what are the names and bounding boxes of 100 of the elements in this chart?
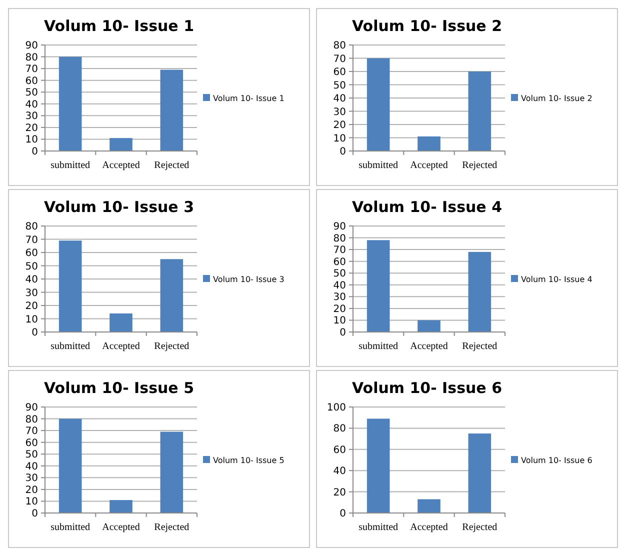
legend-label: Volum 10- Issue 5 [213, 456, 284, 465]
y-tick-label: 20 [25, 484, 38, 496]
y-tick-label: 0 [32, 146, 38, 158]
y-tick-label: 0 [32, 328, 38, 338]
x-tick-label: Accepted [102, 160, 140, 171]
y-tick-label: 10 [333, 133, 346, 144]
bar [160, 70, 184, 151]
y-tick-label: 20 [333, 487, 346, 498]
y-tick-label: 0 [340, 508, 346, 520]
bar [468, 72, 492, 151]
bar [58, 56, 82, 151]
y-tick-label: 0 [340, 328, 346, 338]
x-tick-label: Rejected [154, 160, 190, 171]
chart-title: Volum 10- Issue 2 [352, 17, 502, 35]
y-tick-label: 80 [25, 222, 38, 232]
y-tick-label: 40 [25, 274, 38, 286]
y-tick-label: 80 [333, 40, 346, 52]
y-tick-label: 30 [25, 288, 38, 299]
y-tick-label: 70 [25, 234, 38, 246]
bar [366, 240, 390, 332]
y-tick-label: 60 [333, 444, 346, 456]
y-tick-label: 80 [333, 233, 346, 244]
y-tick-label: 40 [333, 280, 346, 292]
y-tick-label: 10 [25, 134, 38, 146]
y-tick-label: 10 [25, 314, 38, 326]
y-tick-label: 80 [333, 424, 346, 435]
y-tick-label: 80 [25, 52, 38, 64]
x-tick-label: Accepted [410, 522, 448, 533]
y-tick-label: 20 [25, 301, 38, 312]
x-tick-label: Rejected [462, 522, 498, 533]
y-tick-label: 20 [333, 120, 346, 131]
bar [58, 418, 82, 513]
y-tick-label: 50 [25, 261, 38, 272]
x-tick-label: Accepted [410, 160, 448, 171]
y-tick-label: 70 [333, 54, 346, 65]
chart-title: Volum 10- Issue 4 [352, 198, 502, 216]
y-tick-label: 30 [25, 473, 38, 484]
y-tick-label: 20 [333, 304, 346, 315]
y-tick-label: 90 [25, 40, 38, 52]
y-tick-label: 0 [340, 146, 346, 158]
bar [110, 138, 132, 151]
bar [110, 313, 132, 332]
bar [418, 136, 440, 151]
chart-title: Volum 10- Issue 5 [44, 379, 194, 397]
y-tick-label: 10 [25, 496, 38, 508]
x-tick-label: Rejected [154, 341, 190, 352]
x-tick-label: submitted [50, 160, 90, 171]
y-tick-label: 60 [25, 248, 38, 259]
x-tick-label: Rejected [462, 160, 498, 171]
x-tick-label: submitted [358, 522, 398, 533]
x-tick-label: Accepted [102, 341, 140, 352]
y-tick-label: 80 [25, 414, 38, 426]
y-tick-label: 70 [25, 426, 38, 438]
y-tick-label: 50 [333, 268, 346, 280]
y-tick-label: 60 [25, 76, 38, 87]
x-tick-label: Accepted [410, 341, 448, 352]
y-tick-label: 60 [25, 438, 38, 449]
y-tick-label: 40 [25, 461, 38, 472]
x-tick-label: Accepted [102, 522, 140, 533]
y-tick-label: 100 [326, 402, 346, 414]
y-tick-label: 20 [25, 122, 38, 134]
x-tick-label: Rejected [154, 522, 190, 533]
chart-title: Volum 10- Issue 6 [352, 379, 502, 397]
y-tick-label: 70 [25, 64, 38, 76]
bar [366, 418, 390, 513]
legend-label: Volum 10- Issue 3 [213, 274, 284, 284]
y-tick-label: 40 [333, 94, 346, 104]
y-tick-label: 90 [25, 402, 38, 414]
bar [160, 432, 184, 513]
y-tick-label: 40 [333, 466, 346, 478]
y-tick-label: 60 [333, 67, 346, 78]
y-tick-label: 40 [25, 99, 38, 110]
legend-label: Volum 10- Issue 4 [521, 274, 592, 284]
bar [418, 320, 440, 332]
y-tick-label: 10 [333, 316, 346, 327]
legend-label: Volum 10- Issue 6 [521, 456, 592, 465]
y-tick-label: 50 [25, 88, 38, 99]
bar [160, 259, 184, 332]
y-tick-label: 30 [25, 111, 38, 122]
y-tick-label: 30 [333, 106, 346, 118]
bar [366, 58, 390, 151]
x-tick-label: Rejected [462, 341, 498, 352]
bar [418, 499, 440, 513]
bar [468, 434, 492, 513]
chart-title: Volum 10- Issue 1 [44, 17, 194, 35]
y-tick-label: 50 [25, 450, 38, 461]
y-tick-label: 70 [333, 245, 346, 256]
y-tick-label: 60 [333, 256, 346, 268]
bar [110, 500, 132, 513]
legend-label: Volum 10- Issue 1 [213, 94, 284, 103]
chart-title: Volum 10- Issue 3 [44, 198, 194, 216]
bar [468, 252, 492, 332]
bar [58, 240, 82, 332]
x-tick-label: submitted [50, 341, 90, 352]
legend-label: Volum 10- Issue 2 [521, 94, 592, 103]
x-tick-label: submitted [358, 160, 398, 171]
y-tick-label: 0 [32, 508, 38, 520]
y-tick-label: 50 [333, 80, 346, 92]
y-tick-label: 30 [333, 292, 346, 304]
y-tick-label: 90 [333, 222, 346, 232]
